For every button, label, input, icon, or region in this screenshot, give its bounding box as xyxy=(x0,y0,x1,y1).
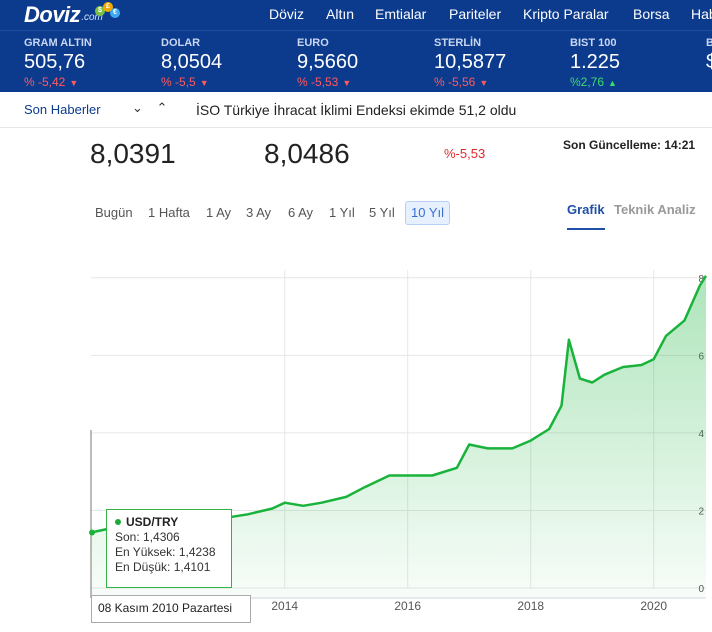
chevron-down-icon[interactable]: ⌄ xyxy=(132,100,143,115)
change-percent: %-5,53 xyxy=(444,146,486,161)
range-1-year[interactable]: 1 Yıl xyxy=(329,205,355,220)
series-area xyxy=(91,275,706,598)
ticker-change: % -5,5 ▼ xyxy=(161,75,209,89)
nav-borsa[interactable]: Borsa xyxy=(633,6,670,22)
down-arrow-icon: ▼ xyxy=(199,78,209,88)
x-tick-label: 2020 xyxy=(640,599,667,612)
ticker-value: 8,0504 xyxy=(161,51,223,73)
logo-suffix: .com xyxy=(81,12,103,23)
down-arrow-icon: ▼ xyxy=(69,78,79,88)
ticker-value: $ xyxy=(706,51,712,73)
range-today[interactable]: Bugün xyxy=(95,205,133,220)
range-3-month[interactable]: 3 Ay xyxy=(246,205,272,220)
ticker-name: GRAM ALTIN xyxy=(24,37,92,49)
logo-text: Doviz xyxy=(24,2,81,27)
ticker-value: 9,5660 xyxy=(297,51,359,73)
nav-links: Döviz Altın Emtialar Pariteler Kripto Pa… xyxy=(0,0,712,30)
market-ticker: GRAM ALTIN 505,76 % -5,42 ▼ DOLAR 8,0504 … xyxy=(0,30,712,92)
up-arrow-icon: ▲ xyxy=(608,78,617,88)
nav-pariteler[interactable]: Pariteler xyxy=(449,6,502,22)
chart-tooltip: USD/TRY Son: 1,4306 En Yüksek: 1,4238 En… xyxy=(106,509,232,588)
logo-coins-icon: $ £ € xyxy=(95,0,123,20)
top-navigation: Doviz .com $ £ € Döviz Altın Emtialar Pa… xyxy=(0,0,712,30)
ticker-value: 505,76 xyxy=(24,51,86,73)
ticker-name: STERLİN xyxy=(434,37,482,49)
hover-date-label: 08 Kasım 2010 Pazartesi xyxy=(91,595,251,623)
news-bar: Son Haberler ⌄ ⌃ İSO Türkiye İhracat İkl… xyxy=(0,92,712,128)
news-section-title[interactable]: Son Haberler xyxy=(24,102,101,117)
hover-point xyxy=(89,529,95,536)
ticker-name: BIST 100 xyxy=(570,37,617,49)
nav-kripto-paralar[interactable]: Kripto Paralar xyxy=(523,6,609,22)
series-dot-icon xyxy=(115,519,121,525)
ticker-value: 1.225 xyxy=(570,51,621,73)
ticker-change: % -5,42 ▼ xyxy=(24,75,79,89)
pound-coin-icon: £ xyxy=(103,2,113,12)
ticker-name: DOLAR xyxy=(161,37,201,49)
tooltip-high: En Yüksek: 1,4238 xyxy=(115,545,216,559)
nav-haberler[interactable]: Hab xyxy=(691,6,712,22)
ticker-sterlin[interactable]: STERLİN 10,5877 % -5,56 ▼ xyxy=(434,37,570,91)
ticker-name: B xyxy=(706,37,712,49)
sell-price: 8,0486 xyxy=(264,138,350,169)
nav-altin[interactable]: Altın xyxy=(326,6,355,22)
last-update: Son Güncelleme: 14:21 xyxy=(563,138,696,152)
ticker-name: EURO xyxy=(297,37,329,49)
nav-doviz[interactable]: Döviz xyxy=(269,6,305,22)
buy-price: 8,0391 xyxy=(90,138,176,169)
range-1-month[interactable]: 1 Ay xyxy=(206,205,232,220)
news-headline[interactable]: İSO Türkiye İhracat İklimi Endeksi ekimd… xyxy=(196,102,517,118)
tooltip-title: USD/TRY xyxy=(115,515,223,530)
y-tick-label: 8 xyxy=(698,274,704,285)
tab-teknik-analiz[interactable]: Teknik Analiz xyxy=(614,202,696,217)
ticker-change: %2,76 ▲ xyxy=(570,75,617,89)
range-6-month[interactable]: 6 Ay xyxy=(288,205,314,220)
range-1-week[interactable]: 1 Hafta xyxy=(148,205,190,220)
dollar-coin-icon: $ xyxy=(95,6,105,16)
ticker-change: % -5,53 ▼ xyxy=(297,75,352,89)
ticker-change: % -5,56 ▼ xyxy=(434,75,489,89)
down-arrow-icon: ▼ xyxy=(342,78,352,88)
nav-emtialar[interactable]: Emtialar xyxy=(375,6,427,22)
ticker-value: 10,5877 xyxy=(434,51,507,73)
news-arrows: ⌄ ⌃ xyxy=(132,100,177,116)
doviz-logo[interactable]: Doviz .com xyxy=(24,2,103,28)
x-tick-label: 2016 xyxy=(394,599,421,612)
tooltip-last: Son: 1,4306 xyxy=(115,530,180,544)
ticker-dolar[interactable]: DOLAR 8,0504 % -5,5 ▼ xyxy=(161,37,297,91)
ticker-bist-100[interactable]: BIST 100 1.225 %2,76 ▲ xyxy=(570,37,706,91)
x-tick-label: 2018 xyxy=(517,599,544,612)
ticker-gram-altin[interactable]: GRAM ALTIN 505,76 % -5,42 ▼ xyxy=(24,37,160,91)
ticker-euro[interactable]: EURO 9,5660 % -5,53 ▼ xyxy=(297,37,433,91)
ticker-bitcoin-partial[interactable]: B $ xyxy=(706,37,712,91)
range-10-year[interactable]: 10 Yıl xyxy=(405,201,451,225)
down-arrow-icon: ▼ xyxy=(479,78,489,88)
x-tick-label: 2014 xyxy=(271,599,298,612)
chevron-up-icon[interactable]: ⌃ xyxy=(156,100,168,115)
range-5-year[interactable]: 5 Yıl xyxy=(369,205,395,220)
euro-coin-icon: € xyxy=(110,8,120,18)
tooltip-low: En Düşük: 1,4101 xyxy=(115,560,211,574)
tab-grafik[interactable]: Grafik xyxy=(567,202,605,230)
